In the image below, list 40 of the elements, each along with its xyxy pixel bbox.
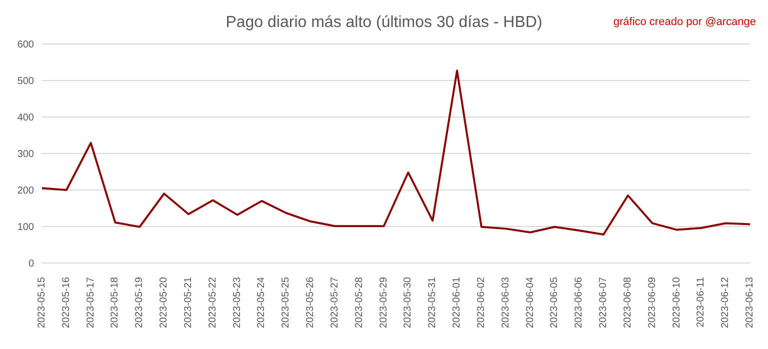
x-tick-label: 2023-06-07	[598, 276, 610, 328]
x-tick-label: 2023-05-31	[427, 276, 438, 328]
x-tick-label: 2023-05-17	[85, 276, 96, 328]
text: gráfico creado por @arcange	[613, 16, 756, 28]
line-series	[41, 70, 751, 236]
x-tick-label: 2023-05-20	[158, 276, 170, 328]
x-tick-label: 2023-06-01	[452, 276, 463, 328]
x-tick-label: 2023-05-22	[207, 276, 218, 328]
x-tick-label: 2023-05-28	[354, 276, 365, 328]
x-tick-label: 2023-06-13	[744, 276, 756, 328]
x-tick-label: 2023-05-23	[232, 276, 243, 328]
x-tick-label: 2023-06-09	[646, 276, 658, 328]
x-tick-label: 2023-06-03	[500, 276, 512, 328]
x-tick-label: 2023-05-24	[256, 276, 268, 328]
x-tick-label: 2023-05-18	[110, 276, 121, 328]
y-tick-label: 600	[17, 40, 34, 51]
x-tick-label: 2023-05-27	[329, 276, 340, 328]
y-tick-label: 0	[28, 258, 34, 270]
x-tick-label: 2023-05-15	[36, 276, 48, 328]
x-tick-label: 2023-06-06	[574, 276, 585, 328]
x-tick-label: 2023-06-12	[720, 276, 732, 328]
x-tick-label: 2023-06-05	[549, 276, 560, 328]
chart-title: Pago diario más alto (últimos 30 días - HBD)	[226, 14, 542, 31]
x-tick-label: 2023-05-26	[305, 276, 316, 328]
y-tick-label: 100	[17, 222, 34, 234]
y-tick-label: 300	[17, 149, 34, 160]
x-tick-label: 2023-05-29	[378, 276, 390, 328]
y-tick-label: 500	[17, 76, 34, 88]
x-tick-label: 2023-06-02	[476, 276, 487, 328]
x-tick-label: 2023-05-30	[402, 276, 414, 328]
y-tick-label: 200	[17, 186, 34, 197]
x-tick-label: 2023-06-04	[524, 276, 536, 328]
x-tick-label: 2023-06-10	[671, 276, 682, 328]
x-tick-label: 2023-06-11	[696, 276, 707, 328]
x-tick-label: 2023-05-19	[134, 276, 146, 328]
y-tick-label: 400	[17, 112, 34, 124]
x-tick-label: 2023-05-21	[182, 276, 194, 328]
x-tick-label: 2023-05-25	[280, 276, 292, 328]
x-tick-label: 2023-06-08	[622, 276, 634, 328]
x-tick-label: 2023-05-16	[60, 276, 72, 328]
